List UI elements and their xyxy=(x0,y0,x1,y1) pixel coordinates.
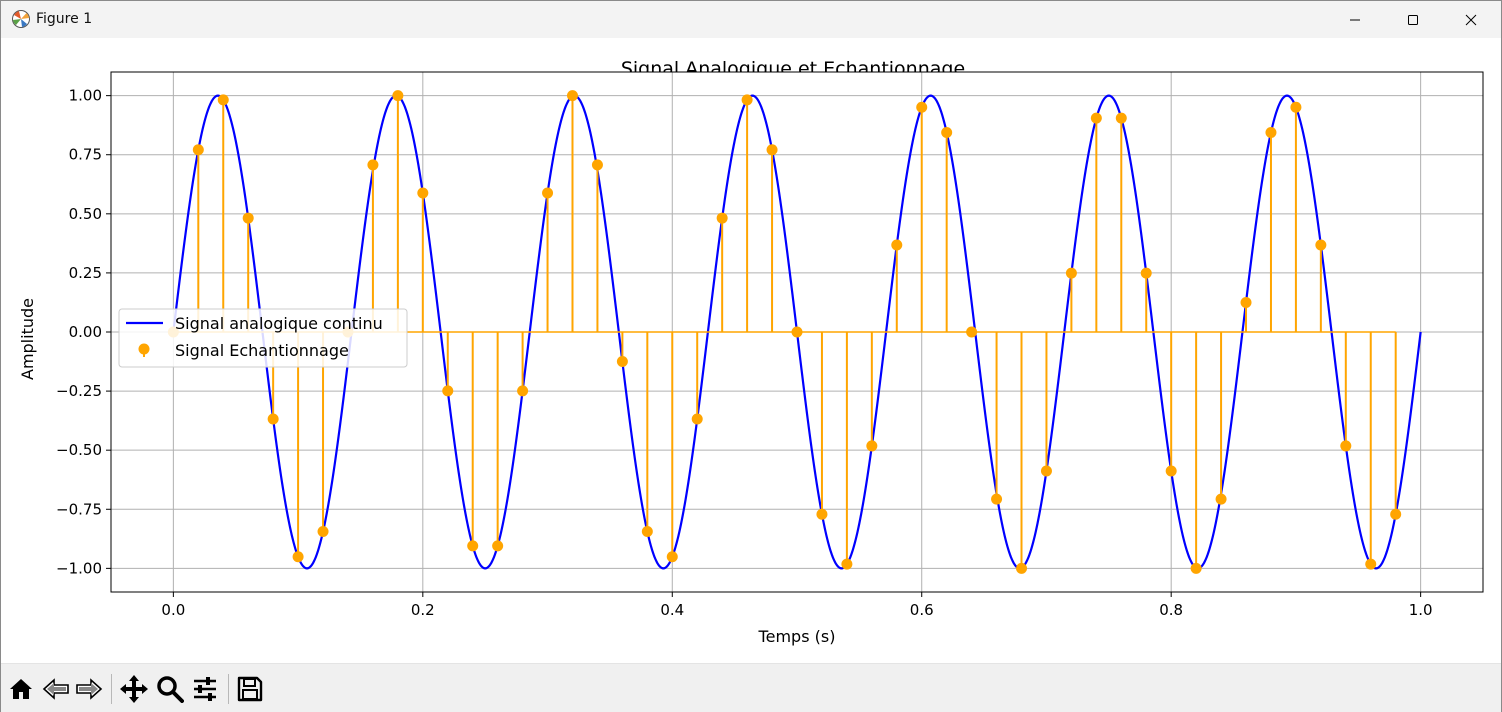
sample-marker[interactable] xyxy=(1140,267,1152,279)
sample-marker[interactable] xyxy=(442,385,454,397)
pan-button[interactable] xyxy=(118,673,150,705)
sample-marker[interactable] xyxy=(966,326,978,338)
x-tick-label: 0.0 xyxy=(161,601,185,619)
x-tick-label: 0.8 xyxy=(1159,601,1183,619)
sample-marker[interactable] xyxy=(1016,562,1028,574)
sample-marker[interactable] xyxy=(417,187,429,199)
sample-marker[interactable] xyxy=(1040,465,1052,477)
close-button[interactable] xyxy=(1442,1,1500,38)
sample-marker[interactable] xyxy=(242,212,254,224)
y-tick-label: 0.50 xyxy=(69,205,102,223)
minimize-button[interactable] xyxy=(1326,1,1384,38)
sample-marker[interactable] xyxy=(666,551,678,563)
sample-marker[interactable] xyxy=(1340,440,1352,452)
home-button[interactable] xyxy=(5,673,37,705)
x-tick-label: 0.6 xyxy=(910,601,934,619)
legend-label-analog: Signal analogique continu xyxy=(175,314,383,333)
axes-frame xyxy=(110,71,1484,593)
close-icon xyxy=(1465,14,1477,25)
sample-marker[interactable] xyxy=(267,413,279,425)
y-tick-label: −1.00 xyxy=(56,559,102,577)
chart[interactable]: Signal Analogique et Echantionnage Temps… xyxy=(1,38,1501,663)
x-tick-label: 0.2 xyxy=(411,601,435,619)
minimize-icon xyxy=(1350,19,1360,20)
forward-arrow-icon xyxy=(76,678,103,700)
sample-marker[interactable] xyxy=(217,94,229,106)
back-button[interactable] xyxy=(40,673,72,705)
sample-marker[interactable] xyxy=(1265,127,1277,139)
toolbar-separator xyxy=(111,674,112,704)
figure-canvas[interactable]: Signal Analogique et Echantionnage Temps… xyxy=(1,38,1501,663)
sample-marker[interactable] xyxy=(1090,112,1102,124)
x-tick-label: 1.0 xyxy=(1409,601,1433,619)
legend-label-sampled: Signal Echantionnage xyxy=(175,341,349,360)
sample-marker[interactable] xyxy=(716,212,728,224)
y-tick-label: 0.75 xyxy=(69,146,102,164)
sample-marker[interactable] xyxy=(1390,508,1402,520)
forward-button[interactable] xyxy=(73,673,105,705)
sample-marker[interactable] xyxy=(517,385,529,397)
sample-marker[interactable] xyxy=(916,101,928,113)
sample-marker[interactable] xyxy=(566,90,578,102)
sample-marker[interactable] xyxy=(791,326,803,338)
sample-marker[interactable] xyxy=(691,413,703,425)
sample-marker[interactable] xyxy=(766,144,778,156)
sample-marker[interactable] xyxy=(1165,465,1177,477)
y-tick-label: 1.00 xyxy=(69,87,102,105)
sample-marker[interactable] xyxy=(492,540,504,552)
title-bar[interactable]: Figure 1 xyxy=(1,1,1501,38)
sample-marker[interactable] xyxy=(891,239,903,251)
sample-marker[interactable] xyxy=(1365,558,1377,570)
zoom-magnifier-icon xyxy=(157,676,184,703)
sample-marker[interactable] xyxy=(467,540,479,552)
y-tick-label: −0.25 xyxy=(56,382,102,400)
sample-marker[interactable] xyxy=(741,94,753,106)
back-arrow-icon xyxy=(42,678,69,700)
sample-marker[interactable] xyxy=(392,90,404,102)
sample-marker[interactable] xyxy=(1240,296,1252,308)
sample-marker[interactable] xyxy=(1215,493,1227,505)
maximize-button[interactable] xyxy=(1384,1,1442,38)
matplotlib-logo-icon xyxy=(12,10,30,28)
sample-marker[interactable] xyxy=(641,525,653,537)
sample-marker[interactable] xyxy=(616,356,628,368)
navigation-toolbar xyxy=(1,663,1501,712)
y-tick-label: −0.50 xyxy=(56,441,102,459)
y-tick-label: 0.25 xyxy=(69,264,102,282)
pan-move-icon xyxy=(120,675,148,703)
legend: Signal analogique continu Signal Echanti… xyxy=(118,308,408,368)
maximize-icon xyxy=(1408,14,1418,25)
sample-marker[interactable] xyxy=(367,159,379,171)
sample-marker[interactable] xyxy=(542,187,554,199)
y-tick-label: 0.00 xyxy=(69,323,102,341)
sample-marker[interactable] xyxy=(317,525,329,537)
window-title: Figure 1 xyxy=(36,11,93,27)
sample-marker[interactable] xyxy=(1315,239,1327,251)
sample-marker[interactable] xyxy=(866,440,878,452)
sliders-icon xyxy=(194,677,216,701)
x-axis-label: Temps (s) xyxy=(758,627,836,646)
sample-marker[interactable] xyxy=(1065,267,1077,279)
save-floppy-icon xyxy=(237,676,263,702)
home-icon xyxy=(10,679,32,699)
zoom-button[interactable] xyxy=(154,673,186,705)
y-tick-label: −0.75 xyxy=(56,500,102,518)
configure-subplots-button[interactable] xyxy=(189,673,221,705)
y-axis-label: Amplitude xyxy=(18,298,37,380)
sample-marker[interactable] xyxy=(292,551,304,563)
sample-marker[interactable] xyxy=(1290,101,1302,113)
sample-marker[interactable] xyxy=(841,558,853,570)
sample-marker[interactable] xyxy=(1115,112,1127,124)
sample-marker[interactable] xyxy=(591,159,603,171)
x-tick-label: 0.4 xyxy=(660,601,684,619)
sample-marker[interactable] xyxy=(816,508,828,520)
save-button[interactable] xyxy=(234,673,266,705)
legend-marker-swatch xyxy=(138,343,150,355)
sample-marker[interactable] xyxy=(1190,562,1202,574)
sample-marker[interactable] xyxy=(192,144,204,156)
sample-marker[interactable] xyxy=(991,493,1003,505)
sample-marker[interactable] xyxy=(941,127,953,139)
toolbar-separator xyxy=(228,674,229,704)
